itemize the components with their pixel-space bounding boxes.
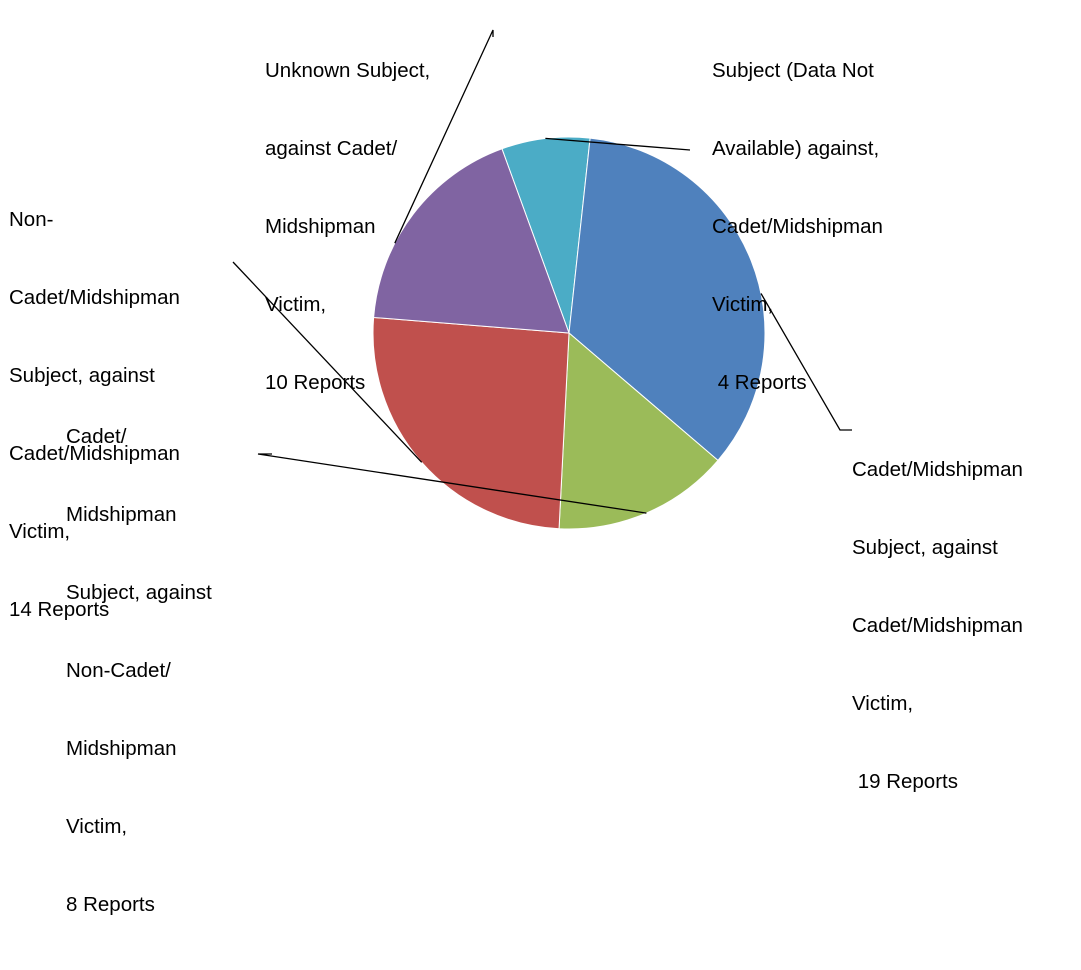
pie-chart: Subject (Data Not Available) against, Ca… xyxy=(9,29,1023,916)
leader-line-cadet-against-cadet xyxy=(760,293,852,431)
slice-label-cadet-against-cadet: Cadet/Midshipman Subject, against Cadet/… xyxy=(852,458,1023,793)
leader-line-unknown-subject xyxy=(394,29,494,244)
leader-line-non-cadet-against-cadet xyxy=(232,261,423,463)
pie-slice-unknown-subject xyxy=(373,148,570,334)
leader-line-cadet-against-non-cadet xyxy=(257,453,647,514)
leader-line-data-not-available xyxy=(545,137,691,151)
slice-label-data-not-available: Subject (Data Not Available) against, Ca… xyxy=(712,59,883,394)
slice-label-unknown-subject: Unknown Subject, against Cadet/ Midshipm… xyxy=(265,59,431,394)
pie-slice-cadet-against-cadet xyxy=(568,137,766,462)
slice-label-non-cadet-against-cadet: Non- Cadet/Midshipman Subject, against C… xyxy=(9,208,180,621)
pie-slice-cadet-against-non-cadet xyxy=(558,331,719,530)
pie-chart-canvas xyxy=(232,29,852,530)
